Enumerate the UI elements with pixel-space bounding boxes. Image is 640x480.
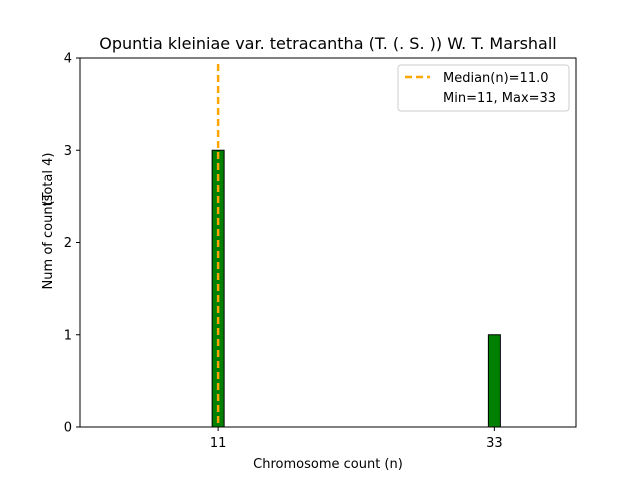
- x-tick-label-11: 11: [210, 436, 227, 451]
- chart-title: Opuntia kleiniae var. tetracantha (T. (.…: [99, 34, 557, 53]
- y-axis-label: Num of counts: [41, 194, 56, 289]
- y-axis-total-note: (Total 4): [41, 153, 56, 206]
- legend-entry-minmax: Min=11, Max=33: [443, 91, 556, 106]
- y-tick-label-0: 0: [64, 421, 72, 436]
- x-tick-label-33: 33: [486, 436, 503, 451]
- plot-area: 0 1 2 3 4 11 33: [64, 52, 537, 451]
- legend-box: [397, 64, 570, 112]
- y-tick-label-2: 2: [64, 236, 72, 251]
- plot-frame: [79, 57, 577, 428]
- bar-33: [487, 334, 501, 428]
- legend: Median(n)=11.0 Min=11, Max=33: [397, 64, 570, 112]
- x-axis-label: Chromosome count (n): [253, 457, 403, 472]
- y-tick-label-1: 1: [64, 328, 72, 343]
- legend-entry-median: Median(n)=11.0: [443, 71, 549, 86]
- y-tick-label-4: 4: [64, 52, 72, 67]
- y-tick-label-3: 3: [64, 144, 72, 159]
